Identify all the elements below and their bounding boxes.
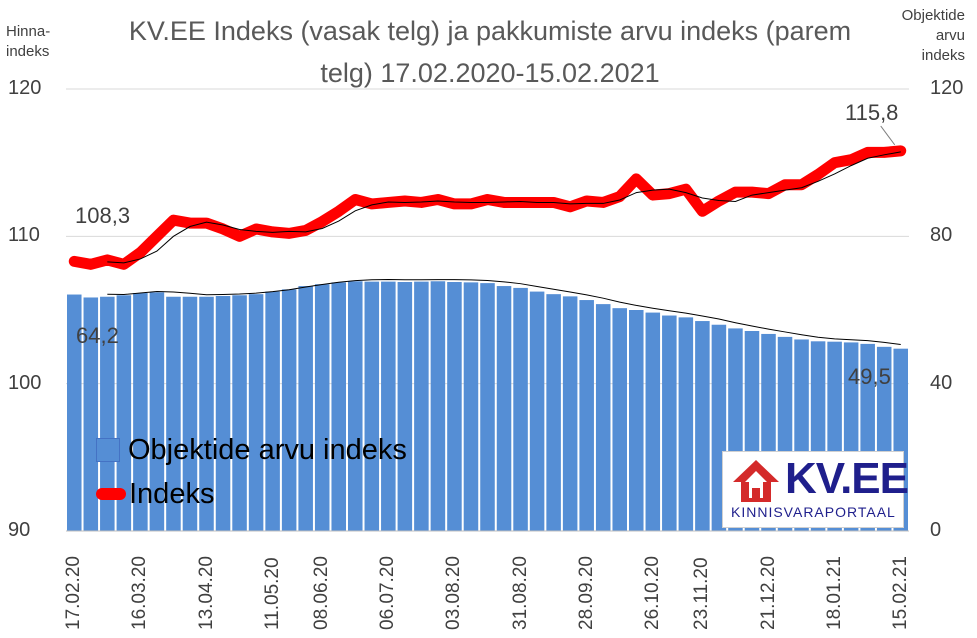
- x-tick-label: 03.08.20: [443, 556, 465, 630]
- label-leader-line: [880, 125, 896, 146]
- bar: [166, 296, 181, 531]
- x-tick-label: 26.10.20: [641, 556, 663, 630]
- bar: [116, 295, 132, 531]
- x-tick-label: 31.08.20: [509, 556, 531, 630]
- bar: [133, 293, 148, 531]
- left-axis-title-line: Hinna-: [6, 23, 51, 40]
- right-axis-title-line: indeks: [921, 47, 965, 64]
- bar: [629, 310, 644, 531]
- x-tick-label: 23.11.20: [691, 557, 713, 630]
- right-axis-title-line: arvu: [935, 27, 965, 44]
- bar: [199, 296, 214, 531]
- left-axis-title: Hinna- indeks: [6, 22, 86, 62]
- y-tick-label-right: 0: [930, 519, 942, 541]
- x-tick-label: 08.06.20: [311, 556, 333, 630]
- bar: [414, 281, 429, 531]
- bar: [265, 291, 280, 531]
- bar: [562, 296, 578, 531]
- data-label: 64,2: [76, 323, 119, 348]
- bar: [430, 281, 446, 531]
- y-tick-label-right: 40: [930, 371, 953, 394]
- x-tick-label: 06.07.20: [377, 556, 399, 630]
- data-label: 115,8: [845, 100, 899, 125]
- bar: [232, 295, 247, 531]
- right-axis-title: Objektide arvu indeks: [875, 6, 965, 66]
- bar: [546, 294, 561, 531]
- x-tick-label: 17.02.20: [63, 556, 85, 630]
- x-tick-label: 21.12.20: [757, 556, 779, 630]
- trendline-indeks: [107, 151, 901, 264]
- legend-label-bars: Objektide arvu indeks: [128, 433, 407, 466]
- bar: [100, 296, 115, 531]
- bar: [595, 304, 611, 531]
- logo-brand-text: KV.EE: [785, 454, 909, 503]
- y-tick-label-left: 120: [8, 77, 42, 99]
- bar: [314, 284, 330, 531]
- bar: [215, 296, 231, 531]
- bar: [513, 287, 528, 531]
- bar: [83, 297, 99, 531]
- data-label: 108,3: [75, 203, 131, 228]
- x-tick-label: 18.01.21: [823, 556, 845, 630]
- y-tick-label-right: 80: [930, 224, 953, 247]
- bar: [496, 286, 512, 531]
- bar: [678, 317, 694, 531]
- bar: [662, 315, 677, 531]
- trendline-objektide: [107, 279, 901, 345]
- data-label: 49,5: [848, 364, 891, 389]
- y-tick-label-left: 110: [8, 224, 40, 247]
- bar: [348, 281, 363, 531]
- bar: [612, 308, 627, 531]
- bar: [480, 283, 495, 531]
- legend-entry-line: Indeks: [96, 472, 407, 516]
- y-tick-label-left: 100: [8, 371, 42, 394]
- chart-title: KV.EE Indeks (vasak telg) ja pakkumiste …: [90, 10, 890, 94]
- y-tick-label-left: 90: [8, 519, 31, 541]
- legend-entry-bars: Objektide arvu indeks: [96, 428, 407, 472]
- bar: [381, 281, 396, 531]
- chart-title-line-1: KV.EE Indeks (vasak telg) ja pakkumiste …: [128, 16, 852, 46]
- line-series-indeks: [68, 145, 907, 270]
- bar: [182, 296, 198, 531]
- x-tick-label: 11.05.20: [261, 557, 283, 630]
- house-logo-icon: [733, 460, 779, 502]
- bar: [248, 294, 264, 531]
- bar: [281, 289, 297, 531]
- bar: [331, 282, 346, 531]
- legend-swatch-bars: [96, 438, 120, 462]
- logo-tagline: KINNISVARAPORTAAL: [731, 504, 896, 520]
- bar: [463, 282, 479, 531]
- right-axis-title-line: Objektide: [901, 7, 965, 24]
- kvee-logo: KV.EE KINNISVARAPORTAAL: [722, 451, 909, 528]
- bar: [695, 321, 710, 531]
- bar: [67, 294, 82, 531]
- x-tick-label: 13.04.20: [195, 556, 217, 630]
- bar: [579, 300, 594, 531]
- chart-title-line-2: telg) 17.02.2020-15.02.2021: [320, 58, 660, 88]
- bar: [645, 312, 661, 531]
- x-tick-label: 28.09.20: [575, 556, 597, 630]
- y-tick-label-right: 120: [930, 77, 964, 99]
- chart-legend: Objektide arvu indeks Indeks: [96, 428, 407, 516]
- legend-label-line: Indeks: [129, 477, 215, 510]
- left-axis-title-line: indeks: [6, 43, 50, 60]
- bar: [149, 292, 165, 531]
- bar: [298, 286, 313, 531]
- x-tick-label: 15.02.21: [889, 556, 911, 630]
- bar: [447, 282, 462, 531]
- bar: [364, 281, 380, 531]
- bar: [529, 291, 545, 531]
- legend-swatch-line: [96, 488, 126, 500]
- bar: [397, 282, 413, 531]
- x-tick-label: 16.03.20: [129, 556, 151, 630]
